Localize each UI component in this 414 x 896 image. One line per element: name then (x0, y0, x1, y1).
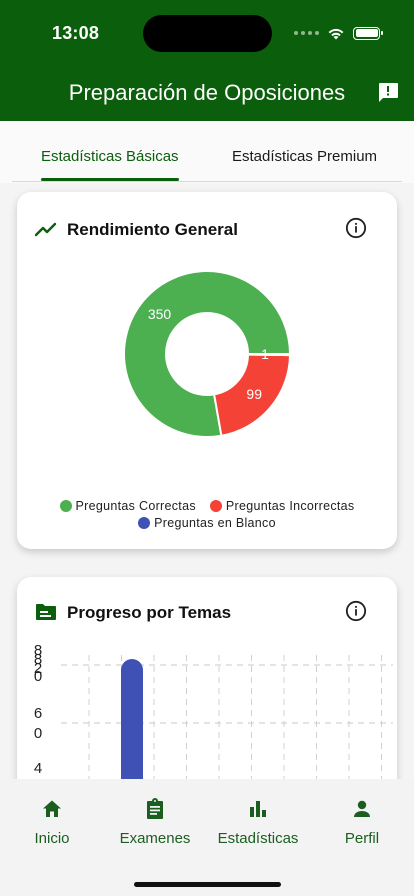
legend-item-correct: Preguntas Correctas (59, 499, 196, 513)
axis-tick-label: 6 (34, 705, 42, 722)
home-indicator (134, 882, 281, 887)
signal-icon (294, 31, 319, 35)
wifi-icon (328, 28, 344, 40)
axis-tick-label: 0 (34, 725, 42, 742)
axis-tick-label: 0 (34, 668, 42, 685)
legend-item-blank: Preguntas en Blanco (138, 516, 276, 530)
home-icon (43, 800, 61, 817)
nav-item-perfil[interactable]: Perfil (312, 797, 412, 847)
axis-tick-label: 2 (34, 660, 42, 677)
slice-value-label: 350 (148, 306, 172, 322)
donut-chart: 350 99 1 (123, 270, 292, 438)
card-title: Progreso por Temas (67, 603, 232, 622)
axis-tick-label: 4 (34, 760, 42, 777)
bottom-navigation: Inicio Examenes Estadísticas Perfil (0, 779, 414, 896)
axis-tick-label: 8 (34, 643, 42, 659)
legend-dot-blank (138, 517, 151, 529)
feedback-icon[interactable] (376, 80, 400, 104)
nav-label: Perfil (344, 830, 380, 847)
legend-item-incorrect: Preguntas Incorrectas (209, 499, 355, 513)
general-performance-card: Rendimiento General 350 99 1 Preguntas Cor… (17, 192, 397, 549)
donut-slice-0 (123, 270, 292, 438)
nav-item-examenes[interactable]: Examenes (105, 797, 205, 847)
tab-estadisticas-premium[interactable]: Estadísticas Premium (232, 148, 378, 165)
tab-bar: Estadísticas Básicas Estadísticas Premiu… (0, 121, 414, 183)
donut-slice-1 (212, 353, 292, 437)
card-title: Rendimiento General (67, 220, 238, 239)
tab-estadisticas-basicas[interactable]: Estadísticas Básicas (41, 148, 179, 165)
nav-label: Inicio (34, 830, 70, 847)
donut-slice-2 (246, 353, 292, 357)
person-icon (354, 800, 370, 817)
slice-value-label: 99 (246, 386, 262, 402)
battery-icon (353, 26, 383, 40)
slice-value-label: 1 (261, 346, 269, 362)
info-icon[interactable] (345, 600, 367, 622)
info-icon[interactable] (345, 217, 367, 239)
legend-dot-incorrect (209, 500, 222, 512)
bar-chart-icon (250, 801, 266, 817)
app-bar: 13:08 Preparación de Oposiciones (0, 0, 414, 121)
nav-item-estadisticas[interactable]: Estadísticas (208, 797, 308, 847)
legend-label: Preguntas Correctas (75, 499, 196, 513)
status-icons (294, 24, 383, 42)
legend-label: Preguntas Incorrectas (225, 499, 355, 513)
trending-up-icon (34, 222, 57, 237)
nav-label: Estadísticas (217, 830, 299, 847)
dynamic-island (143, 15, 272, 52)
topic-folder-icon (36, 604, 56, 620)
clipboard-icon (147, 798, 163, 819)
chart-legend: Preguntas Correctas Preguntas Incorrecta… (17, 499, 397, 533)
axis-tick-label: 8 (34, 651, 42, 668)
legend-label: Preguntas en Blanco (154, 516, 276, 530)
status-time: 13:08 (52, 23, 100, 43)
tab-indicator (41, 178, 179, 181)
legend-dot-correct (59, 500, 72, 512)
page-title: Preparación de Oposiciones (68, 80, 346, 105)
nav-label: Examenes (119, 830, 191, 847)
nav-item-inicio[interactable]: Inicio (2, 797, 102, 847)
tab-divider (12, 181, 402, 182)
